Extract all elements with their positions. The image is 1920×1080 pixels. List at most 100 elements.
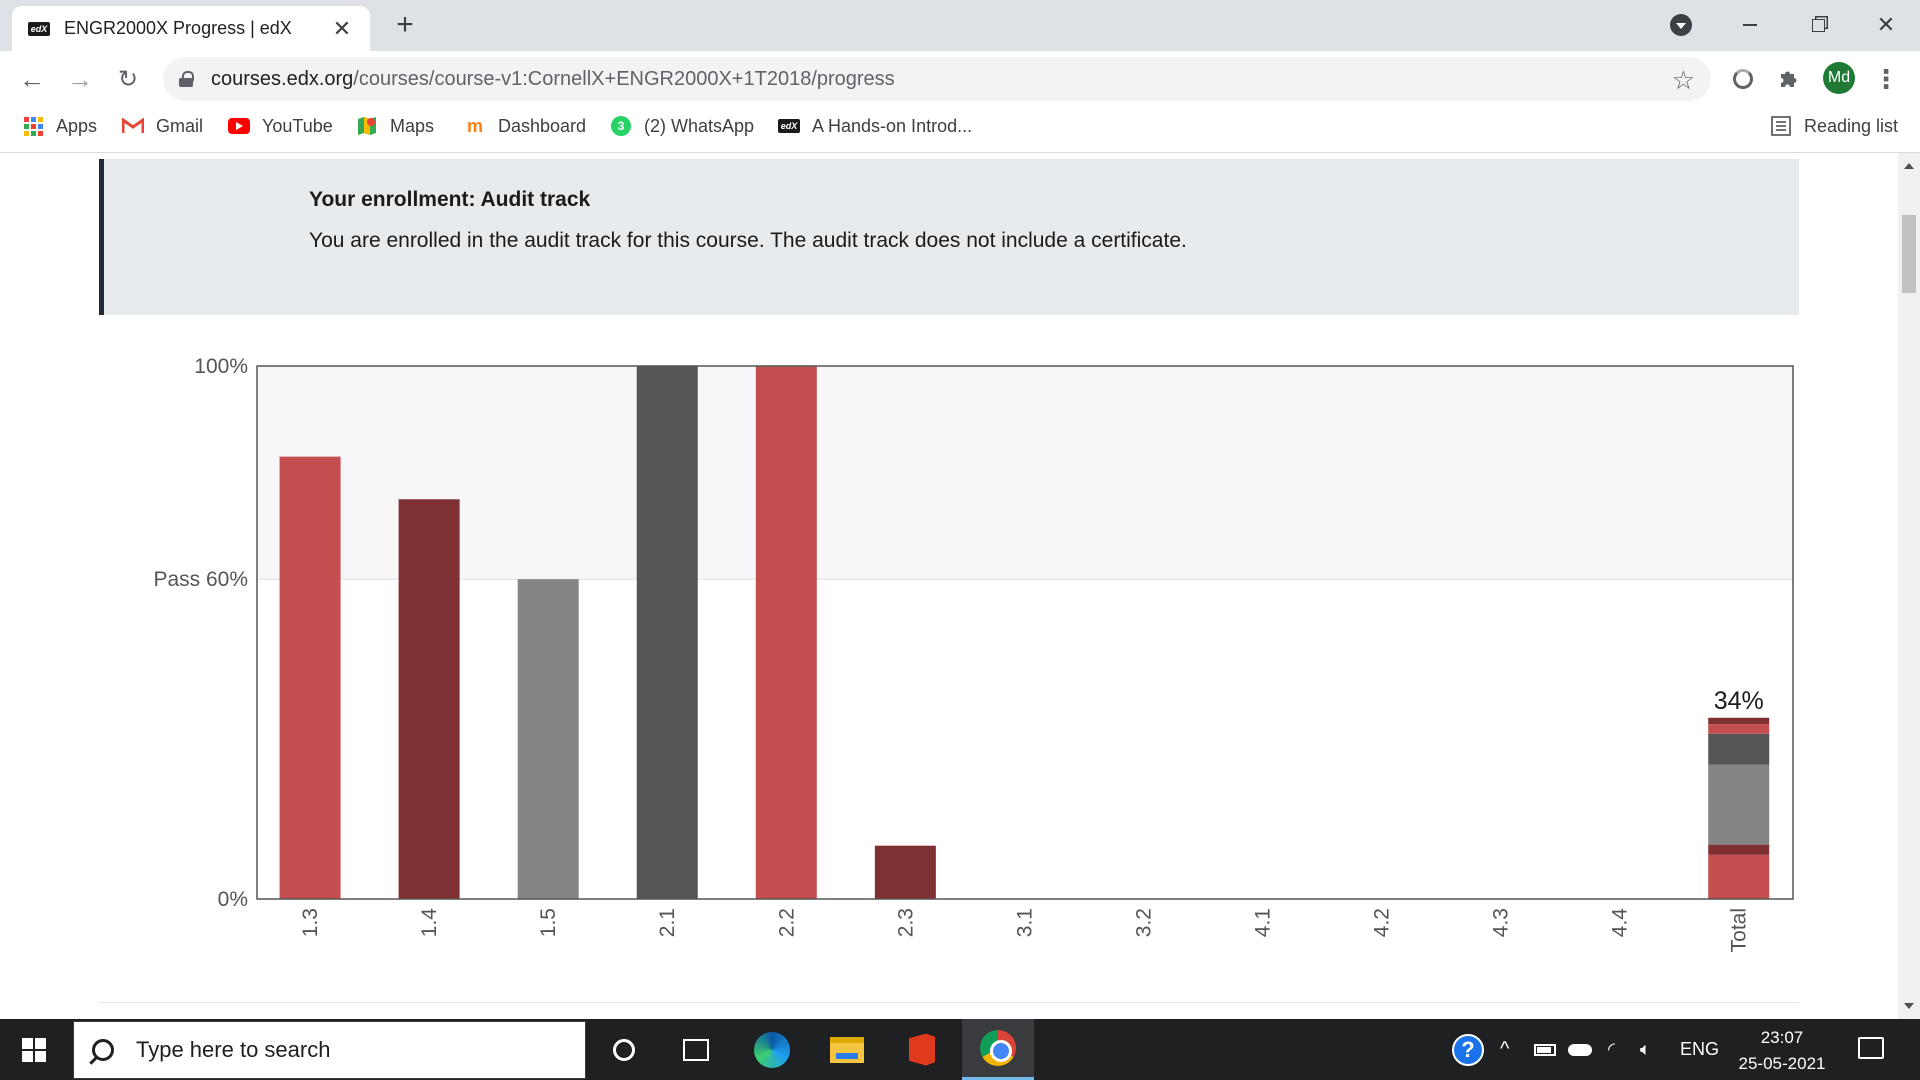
x-tick-label: 2.2 (775, 908, 798, 937)
office-taskbar-button[interactable] (886, 1019, 958, 1080)
tab-search-icon[interactable] (1670, 14, 1692, 36)
grade-chart: 100% Pass 60% 0% 1.3 1.4 1.5 2.1 2.2 2.3 3.1 3.2 4.… (153, 355, 1794, 952)
volume-tray-icon[interactable]: 🔈︎ (1640, 1019, 1651, 1080)
scrollbar-thumb[interactable] (1902, 215, 1916, 293)
bookmark-maps[interactable]: Maps (356, 106, 434, 146)
taskbar-search-placeholder: Type here to search (136, 1037, 331, 1062)
moodle-icon: m (466, 115, 483, 136)
help-icon: ? (1452, 1033, 1484, 1066)
chrome-taskbar-button[interactable] (962, 1019, 1034, 1080)
bookmark-gmail[interactable]: Gmail (122, 106, 203, 146)
bar-2.1 (636, 366, 698, 899)
notification-center-icon[interactable] (1858, 1037, 1884, 1059)
restore-icon (1811, 18, 1825, 32)
apps-grid-icon (22, 115, 44, 137)
cortana-icon (613, 1038, 635, 1061)
bookmark-star-icon[interactable]: ☆ (1671, 65, 1695, 95)
bookmark-youtube[interactable]: YouTube (228, 106, 333, 146)
scroll-up-arrow-icon[interactable] (1904, 163, 1914, 169)
total-segment (1708, 733, 1770, 765)
url-host: courses.edx.org (211, 67, 354, 90)
tab-close-icon[interactable]: ✕ (332, 15, 352, 41)
x-tick-label: 3.1 (1013, 908, 1036, 937)
plot-frame (256, 365, 1794, 900)
new-tab-button[interactable]: + (396, 8, 414, 41)
forward-button[interactable]: → (62, 61, 98, 97)
back-arrow-icon: ← (19, 63, 45, 94)
reload-icon: ↻ (117, 65, 139, 93)
network-tray-icon[interactable]: ◜ (1608, 1019, 1615, 1080)
extensions-puzzle-icon[interactable] (1775, 65, 1803, 93)
total-value-label: 34% (1714, 687, 1764, 715)
onedrive-tray-icon[interactable] (1568, 1019, 1592, 1080)
bookmark-dashboard[interactable]: m Dashboard (464, 106, 586, 146)
close-window-button[interactable]: ✕ (1866, 8, 1906, 42)
office-icon (909, 1033, 935, 1066)
minimize-button[interactable] (1730, 8, 1770, 42)
bar-2.2 (755, 366, 817, 899)
language-indicator[interactable]: ENG (1680, 1039, 1720, 1059)
taskbar-search-box[interactable]: Type here to search (73, 1021, 586, 1079)
search-icon (92, 1039, 114, 1061)
close-window-icon: ✕ (1876, 12, 1896, 37)
windows-start-icon[interactable] (22, 1038, 46, 1062)
help-tray-button[interactable]: ? (1452, 1019, 1484, 1080)
total-segment (1708, 717, 1770, 725)
maps-icon (356, 115, 378, 137)
whatsapp-icon: 3 (610, 115, 632, 137)
gmail-icon (122, 115, 144, 137)
puzzle-icon (1781, 71, 1797, 87)
section-divider (99, 1002, 1799, 1003)
reading-list-button[interactable]: Reading list (1770, 106, 1898, 146)
total-segment (1708, 844, 1770, 855)
url-text[interactable]: courses.edx.org/courses/course-v1:Cornel… (211, 68, 895, 91)
folder-icon (830, 1036, 864, 1063)
bookmark-apps[interactable]: Apps (22, 106, 97, 146)
battery-tray-icon[interactable] (1534, 1019, 1556, 1080)
restore-button[interactable] (1798, 8, 1838, 42)
profile-avatar[interactable]: Md (1823, 62, 1855, 94)
bookmarks-bar: Apps Gmail YouTube Maps m Dashboard 3 (2… (0, 106, 1920, 153)
x-tick-label: 4.3 (1490, 908, 1513, 937)
back-button[interactable]: ← (14, 61, 50, 97)
total-segment (1708, 724, 1770, 734)
cortana-button[interactable] (588, 1019, 660, 1080)
clock-date: 25-05-2021 (1738, 1054, 1826, 1073)
bookmark-label: (2) WhatsApp (644, 115, 755, 136)
x-tick-label: 4.1 (1252, 908, 1275, 937)
browser-menu-icon[interactable]: ⋮ (1873, 63, 1899, 94)
tab-progress[interactable]: edX ENGR2000X Progress | edX ✕ (12, 6, 370, 51)
clock-time: 23:07 (1760, 1028, 1804, 1047)
page-scrollbar[interactable] (1898, 153, 1920, 1019)
lock-icon[interactable] (179, 71, 194, 87)
page-content: Your enrollment: Audit track You are enr… (0, 153, 1898, 1019)
file-explorer-button[interactable] (811, 1019, 883, 1080)
youtube-icon (228, 115, 250, 137)
enrollment-title: Your enrollment: Audit track (309, 188, 591, 211)
reading-list-label: Reading list (1804, 115, 1899, 136)
wifi-icon: ◜ (1608, 1039, 1615, 1059)
scroll-down-arrow-icon[interactable] (1904, 1003, 1914, 1009)
total-segment (1708, 764, 1770, 845)
bookmark-edx-course[interactable]: edX A Hands-on Introd... (778, 106, 972, 146)
taskbar-clock[interactable]: 23:07 25-05-2021 (1726, 1025, 1838, 1077)
reload-button[interactable]: ↻ (110, 61, 146, 97)
pass-band (257, 366, 1793, 580)
address-bar[interactable]: courses.edx.org/courses/course-v1:Cornel… (163, 57, 1711, 101)
forward-arrow-icon: → (67, 63, 93, 94)
x-tick-label: 3.2 (1132, 908, 1155, 937)
bar-1.4 (398, 499, 460, 899)
extension-circle-icon[interactable] (1729, 65, 1757, 93)
x-tick-label-total: Total (1728, 908, 1751, 952)
tab-strip: edX ENGR2000X Progress | edX ✕ + ✕ (0, 0, 1920, 51)
speaker-icon: 🔈︎ (1640, 1039, 1651, 1059)
edge-taskbar-button[interactable] (736, 1019, 808, 1080)
bookmark-label: Gmail (156, 115, 204, 136)
cloud-icon (1568, 1043, 1592, 1056)
edx-icon: edX (778, 115, 800, 137)
bookmark-whatsapp[interactable]: 3 (2) WhatsApp (610, 106, 754, 146)
show-hidden-icons-button[interactable]: ^ (1500, 1019, 1509, 1080)
enrollment-message: You are enrolled in the audit track for … (309, 229, 1187, 252)
total-segment (1708, 854, 1770, 899)
task-view-button[interactable] (660, 1019, 732, 1080)
